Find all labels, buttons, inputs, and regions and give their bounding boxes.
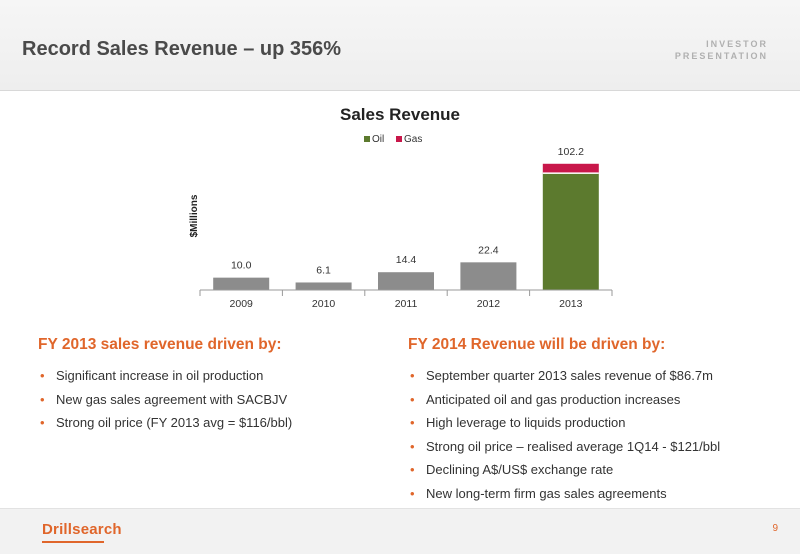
company-logo: Drillsearch — [42, 521, 122, 538]
x-tick-label-2011: 2011 — [395, 298, 418, 310]
left-bullet-item-text: New gas sales agreement with SACBJV — [56, 391, 288, 407]
right-bullet-item-text: September quarter 2013 sales revenue of … — [426, 368, 713, 383]
bullet-icon: • — [410, 368, 415, 383]
bullet-icon: • — [40, 368, 45, 383]
bar-2010 — [295, 282, 352, 290]
left-bullet-item-text: Significant increase in oil production — [56, 368, 264, 383]
data-label-2011: 14.4 — [396, 254, 417, 266]
sales-revenue-chart: Sales Revenue $Millions Oil Gas 10.0 2009 6.1 2… — [189, 105, 613, 310]
data-label-2012: 22.4 — [478, 244, 499, 256]
bar-oil-2013 — [542, 173, 599, 290]
right-bullet-item: • Strong oil price – realised average 1Q1… — [408, 439, 788, 463]
right-bullet-item: • New long-term firm gas sales agreements — [408, 486, 788, 510]
page-number: 9 — [772, 523, 778, 534]
right-bullet-list: • September quarter 2013 sales revenue of… — [408, 368, 788, 509]
investor-presentation-badge: INVESTOR PRESENTATION — [658, 38, 768, 62]
right-bullet-item-text: High leverage to liquids production — [426, 415, 626, 430]
legend-label-oil: Oil — [372, 134, 384, 145]
bar-2011 — [378, 272, 434, 290]
left-column: FY 2013 sales revenue driven by: • Signif… — [38, 336, 378, 439]
badge-line-2: PRESENTATION — [674, 51, 768, 61]
data-label-2013: 102.2 — [558, 146, 584, 158]
page-title: Record Sales Revenue – up 356% — [22, 38, 342, 60]
left-bullet-item: • New gas sales agreement with SACBJV — [38, 392, 378, 416]
badge-line-1: INVESTOR — [706, 39, 768, 49]
data-label-2010: 6.1 — [316, 264, 331, 276]
legend-swatch-gas — [396, 136, 402, 142]
logo-underline — [42, 541, 104, 543]
x-tick-label-2009: 2009 — [230, 298, 254, 310]
right-column: FY 2014 Revenue will be driven by: • Sept… — [408, 336, 788, 509]
bullet-icon: • — [410, 462, 415, 477]
legend-swatch-oil — [364, 136, 370, 142]
x-tick-label-2012: 2012 — [477, 298, 501, 310]
x-tick-label-2010: 2010 — [312, 298, 336, 310]
bar-segment-divider-2013 — [542, 172, 599, 174]
right-bullet-item-text: New long-term firm gas sales agreements — [426, 485, 667, 501]
right-column-heading: FY 2014 Revenue will be driven by: — [408, 336, 666, 353]
bar-gas-2013 — [542, 163, 599, 174]
bullet-icon: • — [410, 391, 415, 407]
chart-title: Sales Revenue — [340, 105, 460, 124]
bar-2009 — [213, 277, 270, 290]
left-column-heading: FY 2013 sales revenue driven by: — [38, 336, 282, 353]
right-bullet-item: • Anticipated oil and gas production incr… — [408, 392, 788, 416]
left-bullet-list: • Significant increase in oil production •… — [38, 368, 378, 439]
data-label-2009: 10.0 — [231, 260, 252, 272]
left-bullet-item: • Strong oil price (FY 2013 avg = $116/bb… — [38, 415, 378, 439]
right-bullet-item: • September quarter 2013 sales revenue of… — [408, 368, 788, 392]
bar-2012 — [460, 262, 517, 290]
legend-label-gas: Gas — [404, 134, 422, 145]
left-bullet-item: • Significant increase in oil production — [38, 368, 378, 392]
right-bullet-item-text: Anticipated oil and gas production incre… — [426, 391, 681, 407]
right-bullet-item-text: Declining A$/US$ exchange rate — [426, 462, 614, 477]
bullet-icon: • — [410, 438, 415, 454]
bullet-icon: • — [40, 391, 45, 407]
bullet-icon: • — [40, 415, 45, 430]
header-bar: Record Sales Revenue – up 356% INVESTOR … — [0, 0, 800, 91]
right-bullet-item: • Declining A$/US$ exchange rate — [408, 462, 788, 486]
left-bullet-item-text: Strong oil price (FY 2013 avg = $116/bbl… — [56, 415, 293, 430]
bullet-icon: • — [410, 415, 415, 430]
y-axis-label: $Millions — [189, 194, 200, 237]
x-tick-label-2013: 2013 — [559, 298, 583, 310]
footer-bar: Drillsearch 9 — [0, 508, 800, 554]
right-bullet-item: • High leverage to liquids production — [408, 415, 788, 439]
right-bullet-item-text: Strong oil price – realised average 1Q14… — [426, 438, 721, 454]
bullet-icon: • — [410, 485, 415, 501]
